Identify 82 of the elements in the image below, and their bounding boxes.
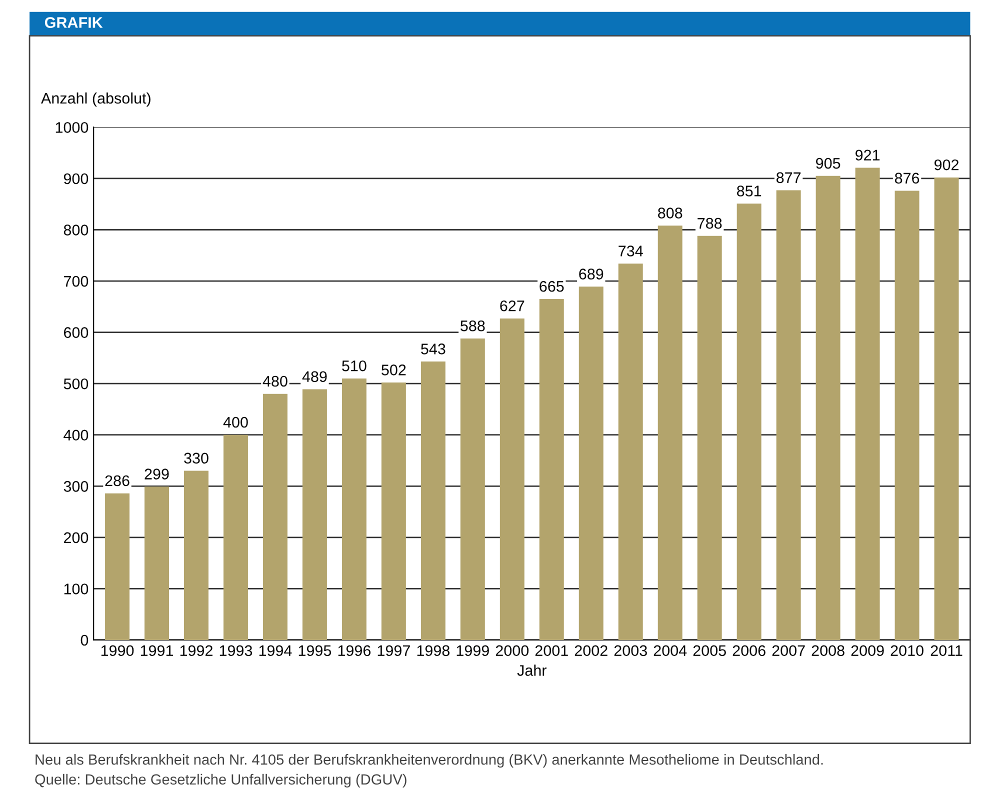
x-tick-label: 2005 (693, 645, 726, 656)
y-tick-label: 600 (64, 327, 88, 338)
bar (144, 486, 169, 640)
x-tick-label: 2001 (535, 645, 568, 656)
bar (105, 493, 130, 640)
x-tick-label: 1999 (456, 645, 489, 656)
x-tick-label: 2008 (812, 645, 844, 656)
data-label: 489 (302, 371, 327, 382)
bar (816, 176, 840, 640)
y-tick-label: 300 (64, 481, 88, 492)
x-tick-label: 1995 (298, 645, 332, 656)
data-label: 788 (698, 218, 722, 229)
x-tick-label: 1993 (220, 645, 252, 656)
data-label: 665 (540, 280, 564, 292)
data-label: 286 (105, 475, 130, 486)
bar (618, 264, 643, 640)
data-label: 400 (223, 416, 248, 428)
chart-title: GRAFIK (44, 17, 103, 28)
y-tick-label: 1000 (56, 122, 88, 133)
bar (855, 168, 880, 640)
data-label: 876 (894, 172, 920, 184)
bar (697, 236, 722, 640)
y-tick-label: 100 (64, 584, 88, 594)
bar (500, 318, 524, 640)
data-label: 510 (342, 360, 366, 372)
data-label: 921 (856, 150, 880, 161)
bar (934, 177, 959, 640)
data-label: 905 (816, 158, 840, 169)
text: Neu als Berufskrankheit nach Nr. 4105 der Berufskrankheitenverordnung (BKV) anerkannte Mesotheliome in Deutschland. (36, 754, 823, 768)
x-tick-label: 2002 (574, 645, 608, 656)
x-tick-label: 1990 (101, 645, 134, 656)
data-label: 502 (382, 364, 406, 376)
bar (262, 394, 288, 640)
x-tick-label: 1996 (338, 645, 371, 656)
data-label: 851 (737, 186, 762, 196)
y-axis-title: Anzahl (absolut) (41, 92, 150, 107)
y-tick-label: 900 (64, 173, 88, 184)
y-tick-label: 800 (64, 224, 88, 236)
x-tick-label: 2010 (890, 645, 924, 656)
bar (184, 470, 208, 640)
data-label: 689 (579, 268, 604, 280)
x-tick-label: 2009 (851, 645, 884, 656)
bar (223, 434, 248, 640)
x-tick-label: 1994 (259, 645, 292, 656)
y-tick-label: 200 (64, 532, 88, 544)
bar (460, 338, 485, 640)
data-label: 627 (500, 300, 524, 312)
bar (420, 362, 446, 640)
bar (342, 378, 366, 640)
x-axis-title: Jahr (517, 664, 547, 676)
data-label: 902 (934, 159, 959, 170)
bar (381, 382, 406, 640)
data-label: 808 (658, 208, 682, 218)
x-tick-label: 2011 (930, 645, 962, 656)
x-tick-label: 2004 (654, 645, 687, 656)
x-tick-label: 1998 (417, 645, 450, 656)
x-tick-label: 2000 (496, 645, 529, 656)
bar (539, 298, 564, 640)
data-label: 330 (184, 452, 208, 464)
bar (736, 204, 762, 640)
data-label: 299 (144, 468, 169, 480)
data-label: 588 (460, 320, 485, 332)
data-label: 480 (262, 376, 288, 387)
data-label: 734 (618, 246, 643, 256)
bar (578, 286, 604, 640)
bar (658, 226, 682, 640)
x-tick-label: 1991 (140, 645, 174, 656)
y-tick-label: 0 (80, 634, 88, 646)
bar (302, 389, 327, 640)
y-tick-label: 700 (64, 276, 88, 287)
x-tick-label: 2006 (732, 645, 766, 656)
x-tick-label: 1992 (180, 645, 212, 656)
x-tick-label: 2007 (772, 645, 805, 656)
x-tick-label: 1997 (378, 645, 410, 656)
data-label: 543 (421, 344, 446, 354)
y-tick-label: 400 (64, 430, 88, 441)
data-label: 877 (776, 172, 801, 184)
x-tick-label: 2003 (614, 645, 647, 656)
y-tick-label: 500 (64, 378, 88, 390)
bar (894, 190, 920, 640)
bar (776, 190, 801, 640)
source-note: Quelle: Deutsche Gesetzliche Unfallversicherung (DGUV) (35, 774, 406, 788)
